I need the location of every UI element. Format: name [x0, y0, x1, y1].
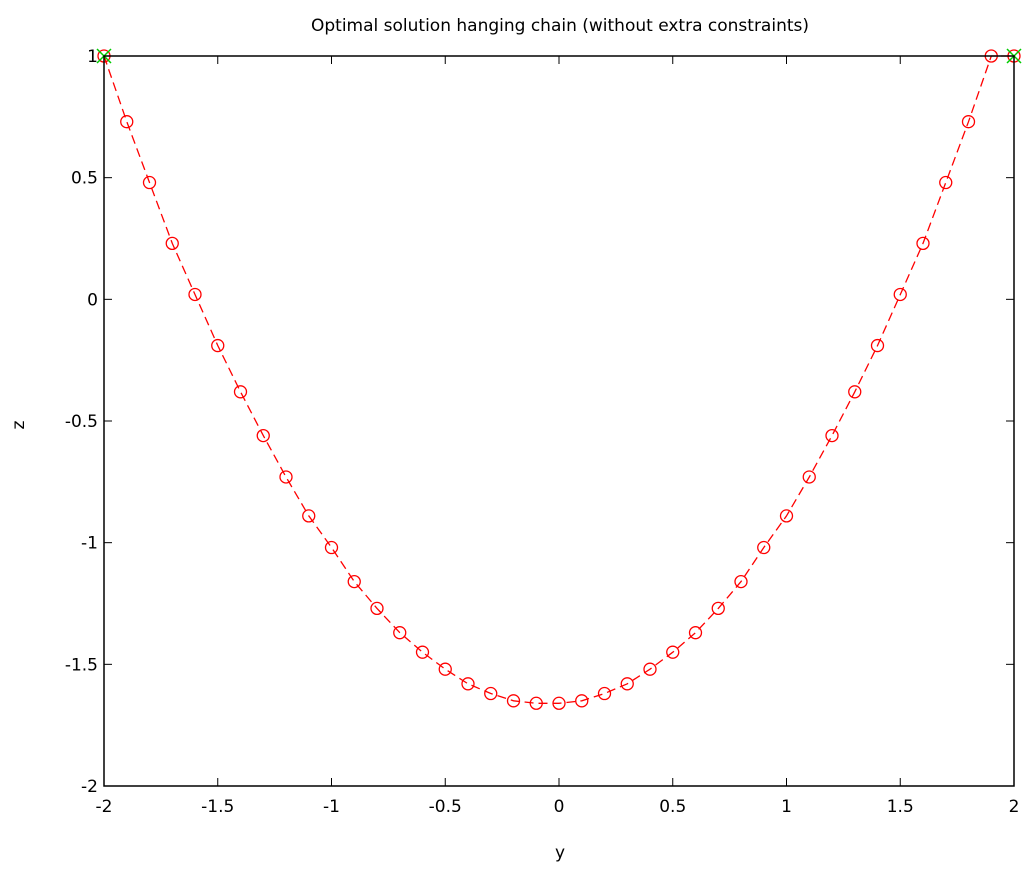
chain-point [256, 428, 270, 443]
chain-point [848, 385, 862, 399]
axes-box [103, 55, 1015, 787]
axis-ticks: -2 -1.5 -1 -0.5 0 0.5 1 1.5 2 -2 -1.5 -1 -0.5 0 0.5 1 [65, 47, 1020, 817]
chain-point [575, 694, 589, 708]
chain-point [370, 601, 384, 616]
x-tick-label: 0 [554, 797, 565, 817]
chain-point [461, 677, 475, 691]
chain-point [438, 662, 452, 676]
x-tick-label: 2 [1009, 797, 1020, 817]
chain-point [415, 645, 430, 659]
y-tick-label: 0 [87, 290, 98, 310]
y-tick-label: 1 [87, 47, 98, 67]
chain-point [302, 509, 316, 523]
chain-point [347, 574, 361, 589]
chain-point [643, 662, 657, 676]
chain-point [620, 677, 634, 691]
x-axis-label: y [555, 843, 565, 863]
chain-point [211, 338, 225, 353]
y-tick-label: -1.5 [65, 655, 98, 675]
chain-point [506, 694, 521, 708]
y-tick-label: -0.5 [65, 412, 98, 432]
chain-point [393, 626, 407, 640]
x-tick-label: 0.5 [659, 797, 686, 817]
chain-point [825, 428, 839, 443]
x-tick-label: 1.5 [887, 797, 914, 817]
chain-point [597, 686, 612, 701]
y-axis-label: z [9, 420, 29, 429]
chain-point [711, 601, 725, 616]
x-tick-label: -2 [96, 797, 113, 817]
chain-point [757, 540, 771, 555]
chain-point [688, 626, 703, 640]
chain-point [484, 686, 498, 701]
chain-point [916, 236, 930, 251]
x-tick-label: -0.5 [429, 797, 462, 817]
x-tick-label: 1 [781, 797, 792, 817]
chain-point [893, 287, 907, 302]
chain-line [103, 55, 1014, 704]
chain-point [188, 287, 202, 302]
x-tick-label: -1.5 [201, 797, 234, 817]
chain-point [120, 115, 134, 129]
chain-point [939, 175, 953, 190]
chart-title: Optimal solution hanging chain (without … [311, 16, 809, 36]
series-layer [96, 48, 1022, 710]
chain-point [666, 645, 680, 659]
chain-point [233, 385, 248, 399]
chain-point [165, 236, 179, 251]
y-tick-label: 0.5 [71, 169, 98, 189]
chain-point [142, 175, 157, 190]
chain-point [324, 540, 339, 555]
chain-point [734, 574, 748, 589]
chain-point [802, 470, 816, 484]
chain-point [552, 696, 566, 710]
chain-point [779, 509, 794, 523]
y-tick-label: -2 [81, 777, 98, 797]
x-tick-label: -1 [323, 797, 340, 817]
chain-point [870, 338, 885, 353]
chain-point [961, 115, 976, 129]
chain-point [529, 696, 543, 710]
y-tick-label: -1 [81, 534, 98, 554]
chain-point [279, 470, 293, 484]
